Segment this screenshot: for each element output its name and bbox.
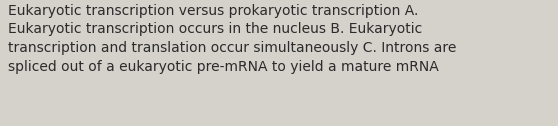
Text: Eukaryotic transcription versus prokaryotic transcription A.
Eukaryotic transcri: Eukaryotic transcription versus prokaryo… <box>8 4 457 74</box>
